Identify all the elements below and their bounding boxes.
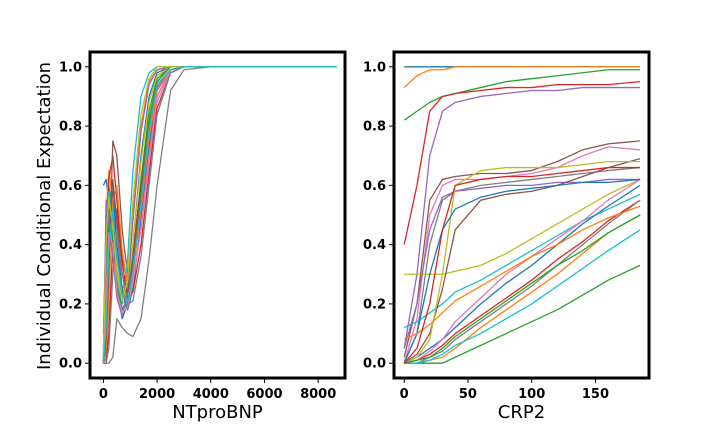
y-tick-label: 1.0: [363, 60, 386, 75]
series-line: [403, 80, 641, 245]
series-line: [404, 178, 641, 275]
y-ticks: 0.0 0.2 0.4 0.6 0.8 1.0: [59, 60, 90, 372]
y-tick-label: 0.0: [59, 357, 82, 372]
x-tick-label: 4000: [193, 387, 229, 402]
y-tick-label: 0.0: [363, 357, 386, 372]
axes-frame: [392, 50, 651, 380]
series-line: [403, 69, 641, 121]
series-line: [403, 166, 641, 364]
x-tick-label: 50: [459, 387, 477, 402]
x-tick-label: 8000: [300, 387, 336, 402]
series-layer: [102, 66, 337, 364]
series-line: [404, 214, 641, 364]
x-axis-label: CRP2: [498, 402, 545, 423]
x-tick-label: 2000: [139, 387, 175, 402]
series-line: [403, 166, 641, 364]
x-ticks: 0 50 100 150: [400, 378, 609, 402]
y-ticks: 0.0 0.2 0.4 0.6 0.8 1.0: [363, 60, 394, 372]
panel-ntprobnp: 0.0 0.2 0.4 0.6 0.8 1.0 0 2000 4000 6000 8000 NTp…: [59, 50, 347, 423]
y-tick-label: 0.2: [59, 297, 82, 312]
series-line: [102, 66, 337, 358]
axes-frame: [88, 50, 347, 380]
panel-crp2: 0.0 0.2 0.4 0.6 0.8 1.0 0 50 100 150 CRP2: [363, 50, 651, 423]
series-line: [102, 66, 337, 364]
y-tick-label: 0.4: [59, 238, 82, 253]
x-tick-label: 6000: [246, 387, 282, 402]
series-line: [404, 178, 641, 364]
series-line: [103, 66, 337, 364]
y-tick-label: 0.8: [363, 120, 386, 135]
series-line: [403, 184, 641, 364]
series-line: [403, 158, 641, 364]
series-line: [403, 205, 641, 341]
x-ticks: 0 2000 4000 6000 8000: [99, 378, 336, 402]
series-line: [403, 178, 641, 364]
y-tick-label: 0.6: [59, 179, 82, 194]
y-tick-label: 0.2: [363, 297, 386, 312]
series-line: [404, 264, 641, 364]
series-line: [403, 86, 641, 349]
series-line: [403, 193, 641, 329]
y-tick-label: 0.8: [59, 120, 82, 135]
y-tick-label: 0.6: [363, 179, 386, 194]
series-line: [102, 66, 337, 364]
series-line: [404, 199, 641, 364]
x-tick-label: 0: [400, 387, 409, 402]
y-tick-label: 1.0: [59, 60, 82, 75]
x-tick-label: 0: [99, 387, 108, 402]
series-line: [404, 229, 641, 364]
series-line: [403, 66, 641, 89]
y-tick-label: 0.4: [363, 238, 386, 253]
series-line: [102, 66, 337, 334]
series-layer: [403, 66, 641, 364]
y-axis-label: Individual Conditional Expectation: [34, 62, 55, 370]
x-axis-label: NTproBNP: [172, 402, 263, 423]
x-tick-label: 100: [518, 387, 545, 402]
series-line: [403, 140, 641, 358]
x-tick-label: 150: [582, 387, 609, 402]
series-line: [403, 160, 641, 364]
